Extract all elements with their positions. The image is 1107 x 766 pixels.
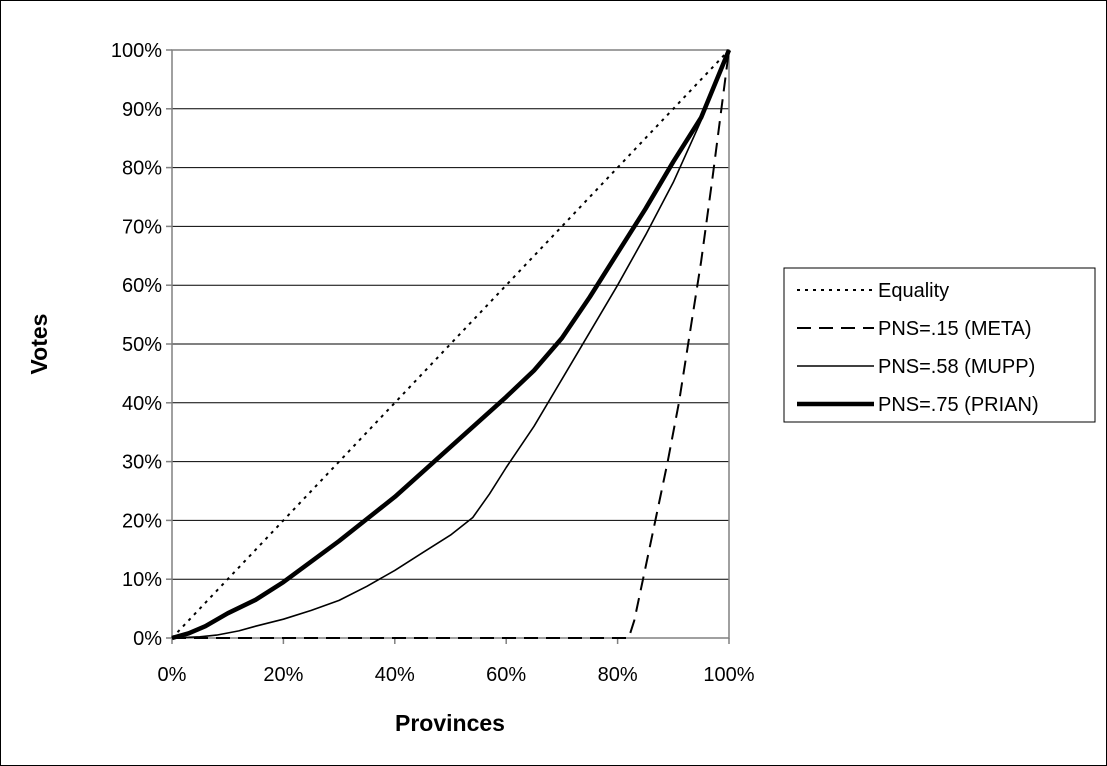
legend-box — [783, 267, 1096, 423]
y-tick-label: 70% — [122, 216, 162, 238]
y-tick-label: 80% — [122, 158, 162, 180]
y-tick-label: 40% — [122, 393, 162, 415]
legend-label: PNS=.15 (META) — [878, 318, 1032, 340]
legend-label: PNS=.75 (PRIAN) — [878, 394, 1039, 416]
y-tick-label: 50% — [122, 334, 162, 356]
y-tick-label: 20% — [122, 510, 162, 532]
series-line-2 — [172, 49, 730, 639]
x-tick-label: 20% — [263, 664, 303, 686]
x-tick-label: 80% — [598, 664, 638, 686]
legend-items: Equality PNS=.15 (META) PNS=.58 (MUPP) PNS=… — [797, 280, 1039, 416]
x-tick-label: 100% — [703, 664, 754, 686]
y-tick-label: 90% — [122, 99, 162, 121]
x-tick-label: 0% — [158, 664, 187, 686]
series-line-3 — [171, 49, 730, 639]
y-tick-label: 60% — [122, 275, 162, 297]
y-tick-label: 0% — [133, 628, 162, 650]
y-axis-title: Votes — [26, 314, 52, 375]
y-tick-label: 30% — [122, 452, 162, 474]
series-line-1 — [171, 49, 730, 639]
series-line-4 — [171, 49, 732, 641]
legend: Equality PNS=.15 (META) PNS=.58 (MUPP) PNS=… — [783, 267, 1096, 423]
series-lines — [171, 49, 732, 641]
axes: 0% 10% 20% 30% 40% 50% 60% 70% 80% 90% 100% 0% 20% 40… — [111, 40, 755, 686]
x-tick-label: 60% — [486, 664, 526, 686]
legend-label: Equality — [878, 280, 949, 302]
legend-label: PNS=.58 (MUPP) — [878, 356, 1035, 378]
y-tick-label: 100% — [111, 40, 162, 62]
y-tick-label: 10% — [122, 569, 162, 591]
x-tick-label: 40% — [375, 664, 415, 686]
x-axis-title: Provinces — [395, 710, 505, 736]
